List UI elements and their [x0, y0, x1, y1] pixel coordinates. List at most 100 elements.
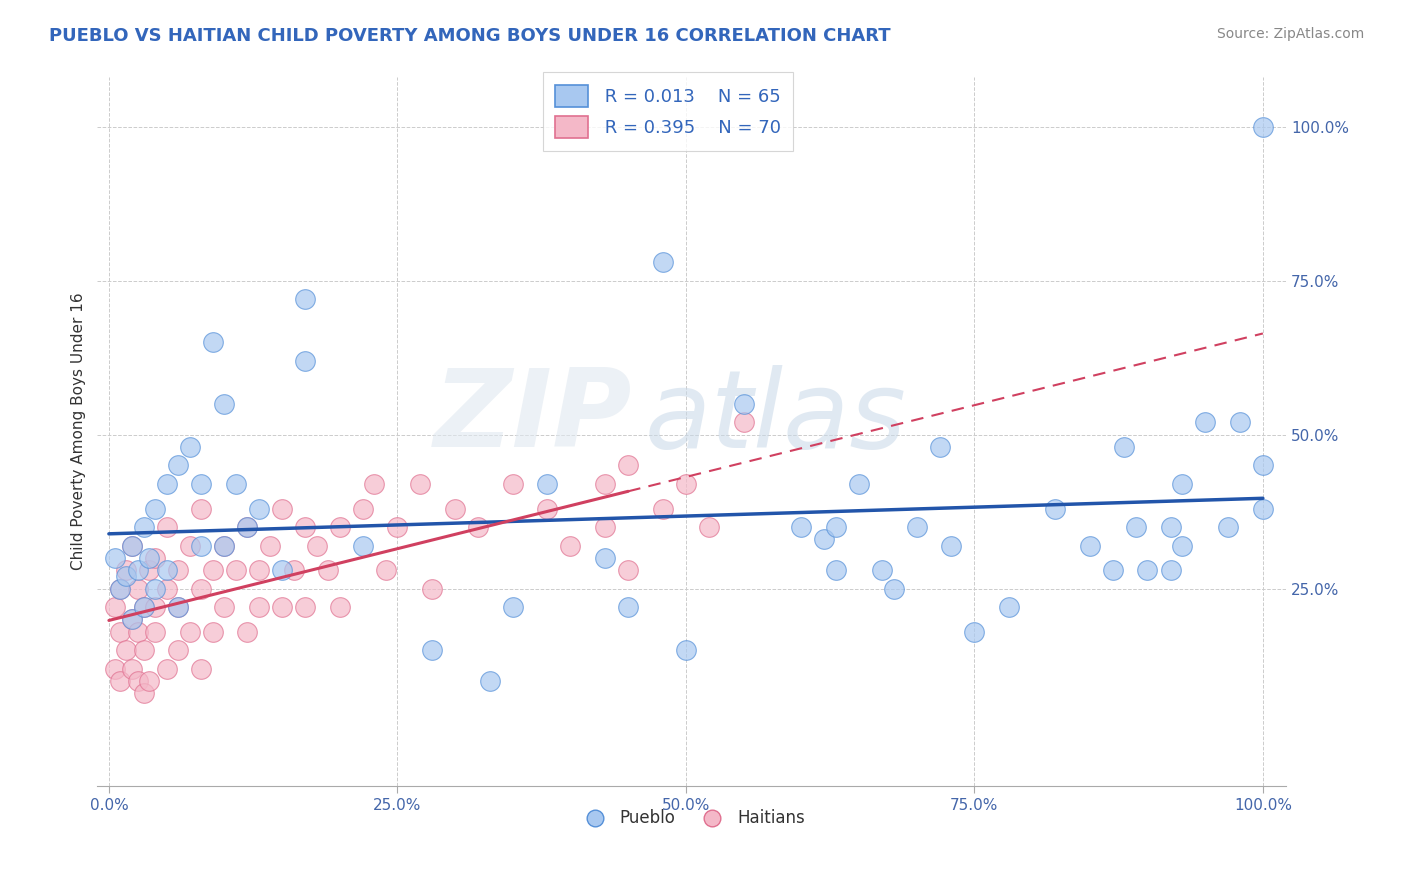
Point	[294, 600, 316, 615]
Point	[352, 501, 374, 516]
Point	[104, 550, 127, 565]
Point	[420, 582, 443, 596]
Point	[271, 563, 294, 577]
Point	[329, 520, 352, 534]
Point	[593, 520, 616, 534]
Point	[190, 662, 212, 676]
Point	[271, 600, 294, 615]
Point	[236, 520, 259, 534]
Point	[167, 643, 190, 657]
Point	[155, 520, 177, 534]
Point	[617, 458, 640, 473]
Point	[138, 563, 160, 577]
Point	[294, 353, 316, 368]
Point	[651, 501, 673, 516]
Point	[132, 600, 155, 615]
Point	[883, 582, 905, 596]
Point	[179, 624, 201, 639]
Point	[110, 582, 132, 596]
Point	[305, 539, 328, 553]
Point	[127, 674, 149, 689]
Point	[409, 477, 432, 491]
Point	[998, 600, 1021, 615]
Point	[121, 539, 143, 553]
Point	[1194, 416, 1216, 430]
Point	[143, 582, 166, 596]
Point	[115, 563, 138, 577]
Point	[201, 335, 224, 350]
Point	[127, 582, 149, 596]
Point	[143, 624, 166, 639]
Point	[201, 563, 224, 577]
Point	[733, 397, 755, 411]
Point	[1171, 539, 1194, 553]
Point	[110, 674, 132, 689]
Point	[1229, 416, 1251, 430]
Point	[825, 563, 848, 577]
Point	[167, 600, 190, 615]
Point	[478, 674, 501, 689]
Point	[225, 563, 247, 577]
Point	[283, 563, 305, 577]
Point	[928, 440, 950, 454]
Point	[733, 416, 755, 430]
Point	[167, 563, 190, 577]
Point	[155, 662, 177, 676]
Point	[374, 563, 396, 577]
Point	[167, 458, 190, 473]
Point	[121, 612, 143, 626]
Point	[179, 539, 201, 553]
Point	[132, 520, 155, 534]
Point	[363, 477, 385, 491]
Point	[963, 624, 986, 639]
Point	[143, 501, 166, 516]
Point	[104, 662, 127, 676]
Point	[127, 624, 149, 639]
Point	[420, 643, 443, 657]
Point	[155, 563, 177, 577]
Point	[271, 501, 294, 516]
Text: PUEBLO VS HAITIAN CHILD POVERTY AMONG BOYS UNDER 16 CORRELATION CHART: PUEBLO VS HAITIAN CHILD POVERTY AMONG BO…	[49, 27, 891, 45]
Point	[848, 477, 870, 491]
Point	[536, 477, 558, 491]
Point	[155, 582, 177, 596]
Point	[132, 600, 155, 615]
Point	[110, 624, 132, 639]
Point	[190, 582, 212, 596]
Point	[115, 643, 138, 657]
Point	[1125, 520, 1147, 534]
Point	[115, 569, 138, 583]
Point	[593, 477, 616, 491]
Point	[1043, 501, 1066, 516]
Point	[560, 539, 582, 553]
Point	[316, 563, 339, 577]
Legend: Pueblo, Haitians: Pueblo, Haitians	[571, 803, 811, 834]
Point	[1114, 440, 1136, 454]
Point	[179, 440, 201, 454]
Point	[190, 477, 212, 491]
Point	[190, 501, 212, 516]
Point	[127, 563, 149, 577]
Point	[941, 539, 963, 553]
Point	[1251, 458, 1274, 473]
Point	[104, 600, 127, 615]
Point	[110, 582, 132, 596]
Point	[697, 520, 720, 534]
Point	[444, 501, 467, 516]
Point	[236, 520, 259, 534]
Point	[870, 563, 893, 577]
Point	[247, 600, 270, 615]
Point	[190, 539, 212, 553]
Point	[236, 624, 259, 639]
Point	[675, 477, 697, 491]
Point	[1218, 520, 1240, 534]
Point	[121, 539, 143, 553]
Point	[294, 520, 316, 534]
Point	[790, 520, 813, 534]
Point	[143, 550, 166, 565]
Point	[593, 550, 616, 565]
Point	[651, 255, 673, 269]
Point	[214, 397, 236, 411]
Point	[138, 550, 160, 565]
Point	[617, 563, 640, 577]
